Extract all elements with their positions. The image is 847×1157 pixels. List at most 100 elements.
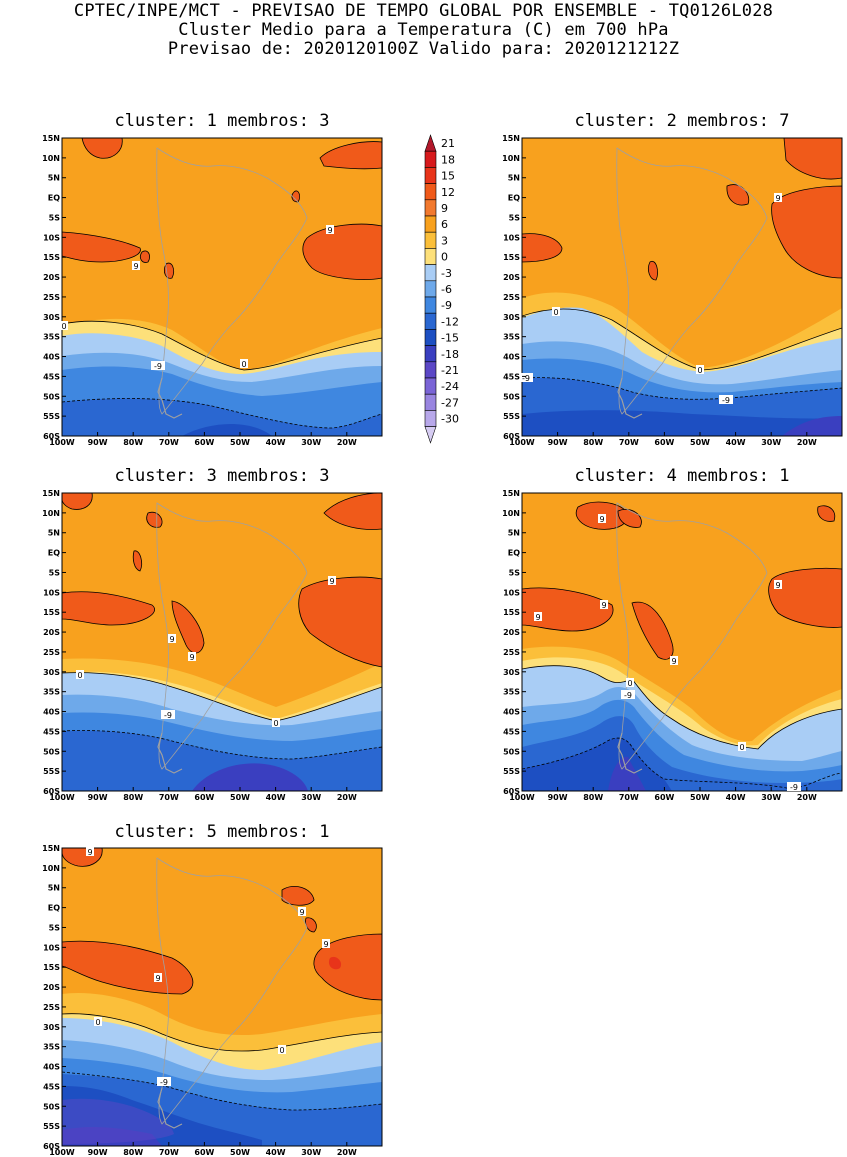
colorbar-swatch bbox=[424, 231, 437, 249]
contour-label: 9 bbox=[329, 577, 334, 586]
x-tick-label: 50W bbox=[690, 438, 710, 447]
panel-2-title: cluster: 2 membros: 7 bbox=[574, 111, 790, 131]
y-tick-label: 5S bbox=[49, 213, 61, 222]
axis-labels: 100W 90W 80W 70W 60W 50W 40W 30W 20W 15N 10N 5N EQ 5S… bbox=[42, 844, 357, 1157]
contour-label: 9 bbox=[671, 657, 676, 666]
y-tick-label: 20S bbox=[43, 628, 60, 637]
panel-4-title: cluster: 4 membros: 1 bbox=[574, 466, 790, 486]
y-tick-label: 30S bbox=[503, 668, 520, 677]
x-tick-label: 70W bbox=[619, 793, 639, 802]
y-tick-label: 10S bbox=[43, 943, 60, 952]
x-tick-label: 70W bbox=[619, 438, 639, 447]
y-tick-label: 35S bbox=[43, 333, 60, 342]
y-tick-label: 10N bbox=[42, 154, 60, 163]
colorbar-swatch bbox=[424, 199, 437, 217]
contour-label: 9 bbox=[327, 226, 332, 235]
y-tick-label: 60S bbox=[43, 432, 60, 441]
y-tick-label: 45S bbox=[503, 727, 520, 736]
x-tick-label: 90W bbox=[88, 1148, 108, 1157]
colorbar-swatch bbox=[424, 329, 437, 346]
x-tick-label: 80W bbox=[123, 1148, 143, 1157]
x-tick-label: 90W bbox=[88, 793, 108, 802]
y-tick-label: 45S bbox=[503, 372, 520, 381]
y-tick-label: 10N bbox=[42, 864, 60, 873]
x-tick-label: 20W bbox=[797, 793, 817, 802]
contour-label: 9 bbox=[189, 653, 194, 662]
contour-label: 9 bbox=[775, 194, 780, 203]
contour-label: 9 bbox=[535, 613, 540, 622]
x-tick-label: 50W bbox=[230, 438, 250, 447]
y-tick-label: 10S bbox=[43, 233, 60, 242]
y-tick-label: EQ bbox=[508, 549, 520, 558]
x-tick-label: 80W bbox=[123, 438, 143, 447]
x-tick-label: 80W bbox=[583, 438, 603, 447]
y-tick-label: 30S bbox=[43, 313, 60, 322]
y-tick-label: 30S bbox=[503, 313, 520, 322]
y-tick-label: 25S bbox=[43, 648, 60, 657]
y-tick-label: 60S bbox=[503, 432, 520, 441]
y-tick-label: 5N bbox=[48, 884, 60, 893]
y-tick-label: 50S bbox=[503, 392, 520, 401]
x-tick-label: 60W bbox=[654, 793, 674, 802]
contour-label: 9 bbox=[601, 601, 606, 610]
colorbar-level-label: -30 bbox=[441, 413, 459, 426]
y-tick-label: 10N bbox=[42, 509, 60, 518]
contour-label: 9 bbox=[599, 515, 604, 524]
y-tick-label: 60S bbox=[503, 787, 520, 796]
y-tick-label: 40S bbox=[43, 1063, 60, 1072]
colorbar-level-label: -21 bbox=[441, 364, 459, 377]
y-tick-label: 10S bbox=[503, 588, 520, 597]
colorbar-swatch bbox=[424, 296, 437, 314]
x-tick-label: 40W bbox=[266, 438, 286, 447]
header-title-line1: CPTEC/INPE/MCT - PREVISAO DE TEMPO GLOBA… bbox=[73, 1, 774, 21]
y-tick-label: 45S bbox=[43, 372, 60, 381]
colorbar-level-label: -9 bbox=[441, 299, 452, 312]
y-tick-label: EQ bbox=[48, 549, 60, 558]
x-tick-label: 100W bbox=[49, 438, 75, 447]
header-title-line2: Cluster Medio para a Temperatura (C) em … bbox=[178, 20, 669, 40]
x-tick-label: 80W bbox=[583, 793, 603, 802]
y-tick-label: 15S bbox=[503, 253, 520, 262]
y-tick-label: 15N bbox=[42, 489, 60, 498]
colorbar-top-arrow bbox=[424, 134, 437, 152]
panel-5-title: cluster: 5 membros: 1 bbox=[114, 822, 330, 842]
y-tick-label: 10S bbox=[43, 588, 60, 597]
y-tick-label: 55S bbox=[43, 412, 60, 421]
colorbar-level-label: -27 bbox=[441, 396, 459, 409]
y-tick-label: 55S bbox=[43, 1122, 60, 1131]
y-tick-label: 15S bbox=[43, 963, 60, 972]
colorbar-swatch bbox=[424, 150, 437, 168]
colorbar-level-label: -12 bbox=[441, 315, 459, 328]
y-tick-label: 15N bbox=[42, 134, 60, 143]
colorbar-level-label: -6 bbox=[441, 283, 452, 296]
x-tick-label: 20W bbox=[797, 438, 817, 447]
contour-label: 9 bbox=[323, 940, 328, 949]
y-tick-label: 20S bbox=[43, 273, 60, 282]
colorbar-swatch bbox=[424, 312, 437, 330]
x-tick-label: 30W bbox=[301, 793, 321, 802]
y-tick-label: 5S bbox=[509, 568, 521, 577]
x-tick-label: 30W bbox=[761, 438, 781, 447]
y-tick-label: 15S bbox=[43, 608, 60, 617]
contour-label: 9 bbox=[169, 635, 174, 644]
y-tick-label: 55S bbox=[43, 767, 60, 776]
contour-label: -9 bbox=[160, 1078, 168, 1087]
colorbar-level-label: -15 bbox=[441, 332, 459, 345]
contour-label: 9 bbox=[133, 262, 138, 271]
colorbar-swatch bbox=[424, 377, 437, 395]
colorbar-level-label: 15 bbox=[441, 170, 455, 183]
colorbar-swatch bbox=[424, 393, 437, 411]
axis-labels: 100W 90W 80W 70W 60W 50W 40W 30W 20W 15N 10N 5N EQ 5S… bbox=[502, 134, 817, 447]
y-tick-label: 50S bbox=[43, 1102, 60, 1111]
contour-label: 9 bbox=[775, 581, 780, 590]
y-tick-label: 5N bbox=[48, 529, 60, 538]
colorbar-level-label: 3 bbox=[441, 234, 448, 247]
x-tick-label: 50W bbox=[690, 793, 710, 802]
colorbar-level-label: -18 bbox=[441, 348, 459, 361]
y-tick-label: 35S bbox=[43, 688, 60, 697]
x-tick-label: 60W bbox=[654, 438, 674, 447]
contour-label: -9 bbox=[722, 396, 730, 405]
x-tick-label: 20W bbox=[337, 793, 357, 802]
